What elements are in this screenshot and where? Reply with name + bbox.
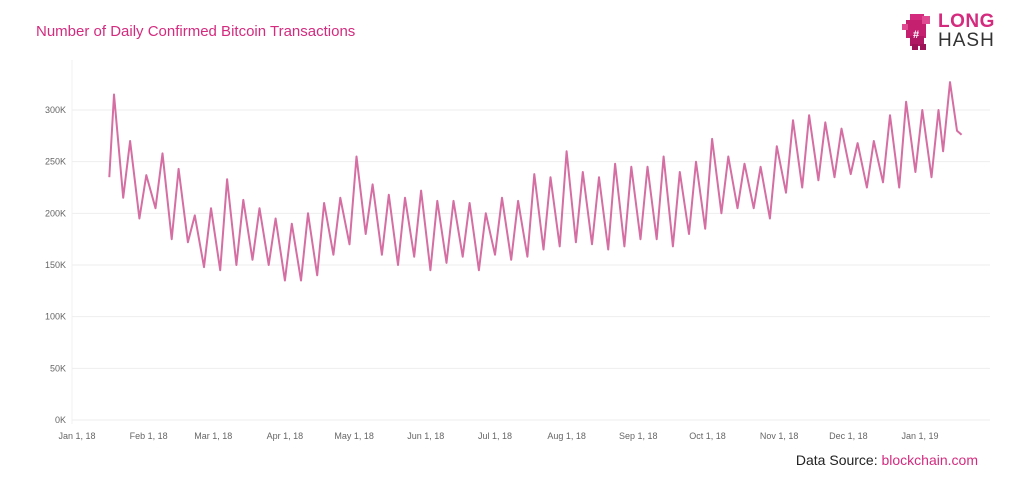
y-tick-label: 300K <box>45 105 66 115</box>
y-tick-label: 50K <box>50 363 66 373</box>
x-tick-label: Jan 1, 18 <box>58 431 95 441</box>
x-tick-label: Aug 1, 18 <box>547 431 586 441</box>
x-tick-label: Sep 1, 18 <box>619 431 658 441</box>
x-tick-label: Mar 1, 18 <box>194 431 232 441</box>
longhash-logo: # LONG HASH <box>900 10 1010 52</box>
x-tick-label: Jun 1, 18 <box>407 431 444 441</box>
y-tick-label: 0K <box>55 415 66 425</box>
logo-text-long: LONG <box>938 11 995 32</box>
data-source: Data Source: blockchain.com <box>796 452 978 468</box>
x-tick-label: Feb 1, 18 <box>130 431 168 441</box>
x-tick-label: Jan 1, 19 <box>901 431 938 441</box>
x-tick-label: May 1, 18 <box>334 431 374 441</box>
logo-text-hash: HASH <box>938 30 995 51</box>
y-tick-label: 250K <box>45 157 66 167</box>
data-source-link[interactable]: blockchain.com <box>881 452 979 468</box>
x-tick-label: Nov 1, 18 <box>760 431 799 441</box>
series-line <box>108 81 963 282</box>
x-tick-label: Dec 1, 18 <box>829 431 868 441</box>
y-tick-label: 100K <box>45 312 66 322</box>
x-tick-label: Apr 1, 18 <box>267 431 304 441</box>
svg-text:#: # <box>913 29 919 41</box>
y-tick-label: 200K <box>45 208 66 218</box>
x-tick-label: Jul 1, 18 <box>478 431 512 441</box>
y-tick-label: 150K <box>45 260 66 270</box>
chart-title: Number of Daily Confirmed Bitcoin Transa… <box>36 23 356 40</box>
data-source-label: Data Source: <box>795 452 878 468</box>
longhash-mascot-icon: # <box>902 14 930 50</box>
x-tick-label: Oct 1, 18 <box>689 431 726 441</box>
